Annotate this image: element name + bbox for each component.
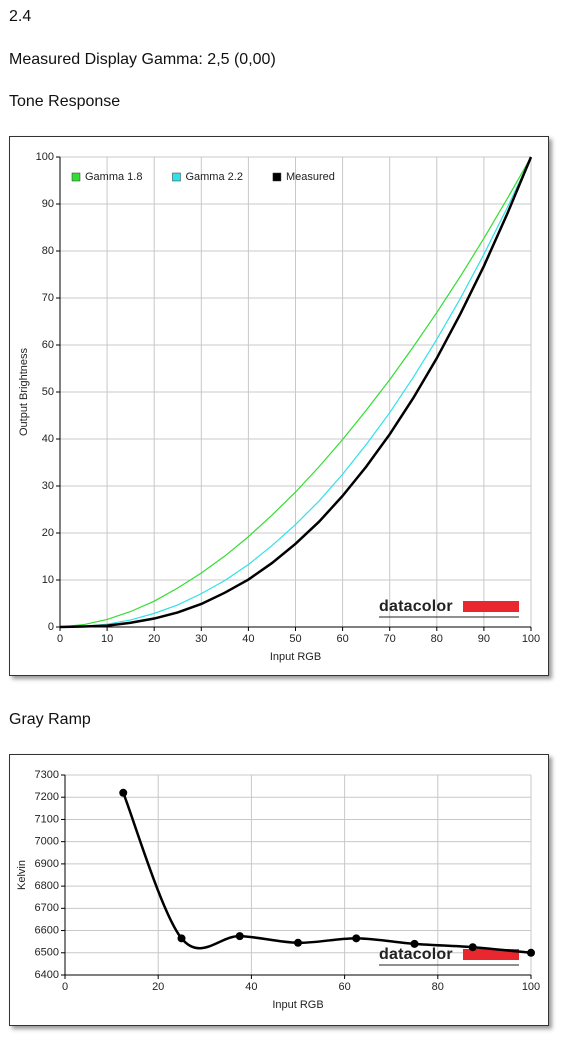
x-tick-label: 90 bbox=[478, 633, 490, 645]
y-axis-label: Output Brightness bbox=[18, 347, 30, 436]
y-axis-label: Kelvin bbox=[16, 860, 28, 890]
x-tick-label: 10 bbox=[101, 633, 113, 645]
y-tick-label: 20 bbox=[42, 527, 54, 539]
logo: datacolor bbox=[379, 946, 453, 963]
x-tick-label: 40 bbox=[245, 981, 257, 993]
y-tick-label: 7000 bbox=[35, 836, 59, 848]
x-tick-label: 20 bbox=[148, 633, 160, 645]
x-tick-label: 0 bbox=[62, 981, 68, 993]
x-tick-label: 100 bbox=[522, 981, 540, 993]
legend-swatch bbox=[172, 172, 181, 182]
series-line bbox=[59, 156, 532, 628]
data-point bbox=[468, 943, 477, 952]
data-point bbox=[119, 788, 128, 797]
x-tick-label: 20 bbox=[152, 981, 164, 993]
section-number: 2.4 bbox=[9, 8, 32, 25]
data-point bbox=[352, 934, 361, 943]
y-tick-label: 6600 bbox=[35, 924, 59, 936]
x-tick-label: 50 bbox=[289, 633, 301, 645]
legend-label: Measured bbox=[286, 171, 335, 183]
x-axis-label: Input RGB bbox=[270, 651, 321, 663]
legend-swatch bbox=[272, 172, 282, 182]
y-tick-label: 60 bbox=[42, 339, 54, 351]
logo-bar bbox=[463, 601, 519, 612]
chart-frame: 0 10 20 30 40 50 60 70 80 90 100 0 10 20 30 40 50 60 70 80 9… bbox=[9, 136, 549, 676]
x-tick-label: 30 bbox=[195, 633, 207, 645]
x-tick-label: 0 bbox=[57, 633, 63, 645]
x-tick-label: 80 bbox=[432, 981, 444, 993]
x-tick-label: 60 bbox=[336, 633, 348, 645]
y-tick-label: 6900 bbox=[35, 858, 59, 870]
legend-swatch bbox=[71, 172, 81, 182]
chart-title: Gray Ramp bbox=[9, 711, 91, 728]
x-axis-label: Input RGB bbox=[272, 999, 323, 1011]
y-tick-label: 100 bbox=[36, 151, 54, 163]
y-tick-label: 50 bbox=[42, 386, 54, 398]
y-tick-label: 7100 bbox=[35, 813, 59, 825]
data-point bbox=[410, 939, 419, 948]
data-point bbox=[294, 938, 302, 947]
legend-label: Gamma 2.2 bbox=[185, 171, 242, 183]
x-tick-label: 80 bbox=[431, 633, 443, 645]
y-tick-label: 6800 bbox=[35, 880, 59, 892]
chart: 0 20 40 60 80 100 6400 6500 6600 6700 6800 6900 7000… bbox=[16, 769, 540, 1011]
y-tick-label: 40 bbox=[42, 433, 54, 445]
x-tick-label: 70 bbox=[384, 633, 396, 645]
y-tick-label: 90 bbox=[42, 198, 54, 210]
series-line bbox=[59, 156, 533, 629]
chart-frame: 0 20 40 60 80 100 6400 6500 6600 6700 6800 6900 7000… bbox=[9, 754, 549, 1026]
x-tick-label: 60 bbox=[338, 981, 350, 993]
chart-title: Tone Response bbox=[9, 93, 121, 110]
y-tick-label: 80 bbox=[42, 245, 54, 257]
legend-label: Gamma 1.8 bbox=[85, 171, 142, 183]
chart: 0 10 20 30 40 50 60 70 80 90 100 0 10 20 30 40 50 60 70 80 9… bbox=[18, 151, 540, 663]
y-tick-label: 70 bbox=[42, 292, 54, 304]
y-tick-label: 6500 bbox=[35, 947, 59, 959]
x-tick-label: 100 bbox=[522, 633, 540, 645]
gamma-summary: Measured Display Gamma: 2,5 (0,00) bbox=[9, 51, 276, 68]
y-tick-label: 6400 bbox=[35, 969, 59, 981]
logo: datacolor bbox=[379, 598, 453, 615]
y-tick-label: 30 bbox=[42, 480, 54, 492]
data-point bbox=[235, 932, 244, 941]
data-point bbox=[527, 948, 535, 957]
series-line bbox=[59, 156, 532, 628]
y-tick-label: 7200 bbox=[35, 791, 59, 803]
data-point bbox=[177, 934, 186, 943]
y-tick-label: 0 bbox=[48, 621, 54, 633]
y-tick-label: 6700 bbox=[35, 902, 59, 914]
logo-bar bbox=[463, 949, 519, 960]
x-tick-label: 40 bbox=[242, 633, 254, 645]
y-tick-label: 7300 bbox=[35, 769, 59, 781]
y-tick-label: 10 bbox=[42, 574, 54, 586]
